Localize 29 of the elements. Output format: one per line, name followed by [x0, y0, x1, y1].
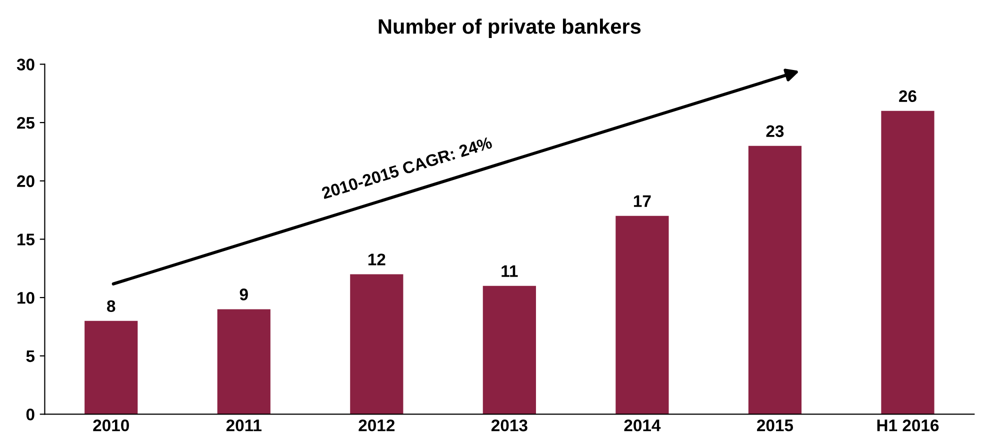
y-tick-label: 25 — [17, 116, 35, 129]
data-label: 12 — [368, 254, 386, 266]
y-tick-label: 30 — [16, 58, 34, 70]
bar — [616, 216, 669, 414]
y-tick-label: 5 — [26, 350, 35, 362]
chart-title: Number of private bankers — [378, 18, 641, 38]
bar — [748, 146, 802, 414]
bar — [217, 309, 270, 414]
x-tick-label: 2012 — [358, 420, 395, 432]
y-tick-label: 0 — [26, 408, 34, 420]
x-tick-label: 2011 — [226, 420, 262, 432]
data-label: 8 — [107, 300, 116, 312]
data-label: 9 — [240, 288, 248, 300]
x-tick-label: 2015 — [757, 420, 794, 432]
bar — [350, 274, 404, 414]
y-tick-label: 15 — [18, 234, 35, 246]
x-tick-label: 2013 — [491, 420, 528, 432]
y-tick-label: 20 — [17, 175, 34, 188]
data-label: 23 — [766, 125, 784, 138]
data-label: 17 — [634, 195, 651, 207]
data-label: 26 — [899, 90, 916, 102]
bar — [482, 286, 536, 414]
x-tick-label: 2010 — [93, 420, 129, 432]
x-tick-label: H1 2016 — [877, 420, 939, 432]
x-tick-label: 2014 — [624, 420, 661, 432]
y-tick-label: 10 — [18, 292, 34, 304]
data-label: 11 — [502, 265, 518, 277]
bar — [881, 110, 934, 414]
bar — [84, 320, 138, 414]
